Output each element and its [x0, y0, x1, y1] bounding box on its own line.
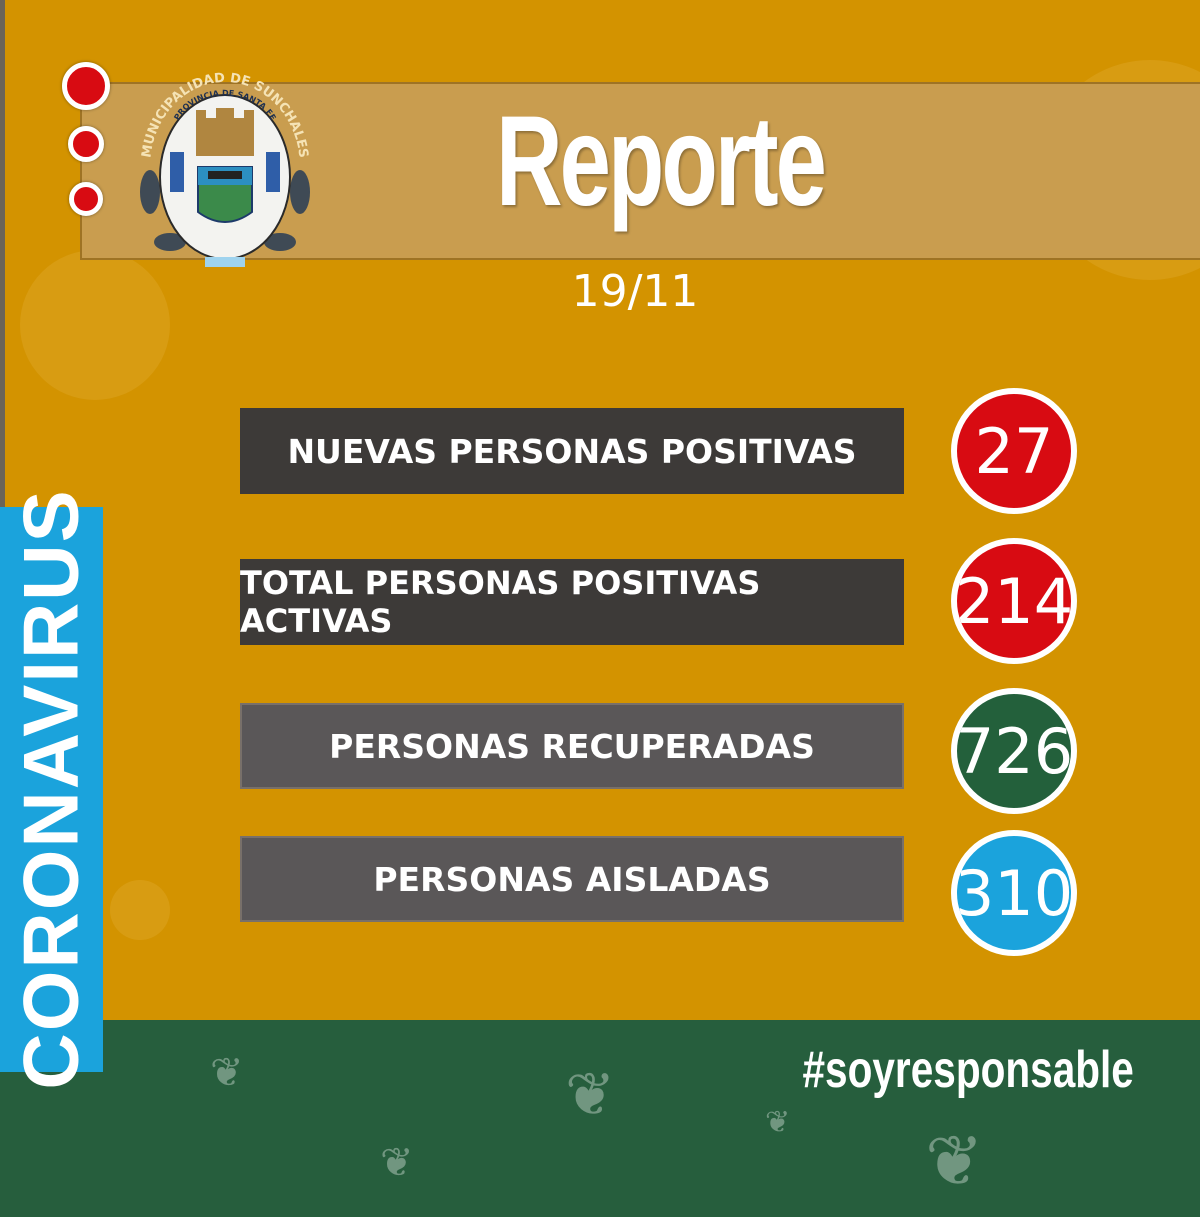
red-dot	[62, 62, 110, 110]
stat-value-new-positives: 27	[951, 388, 1077, 514]
coronavirus-side-banner: CORONAVIRUS	[0, 488, 103, 1090]
leaf-icon: ❦	[380, 1140, 414, 1186]
report-date: 19/11	[571, 266, 699, 317]
stat-label-isolated: PERSONAS AISLADAS	[240, 836, 904, 922]
stat-label-recovered: PERSONAS RECUPERADAS	[240, 703, 904, 789]
stat-label-new-positives: NUEVAS PERSONAS POSITIVAS	[240, 408, 904, 494]
leaf-icon: ❦	[925, 1120, 984, 1202]
leaf-icon: ❦	[210, 1050, 244, 1096]
virus-decoration	[20, 250, 170, 400]
hashtag: #soyresponsable	[802, 1041, 1134, 1099]
stat-label-active-positives: TOTAL PERSONAS POSITIVAS ACTIVAS	[240, 559, 904, 645]
leaf-icon: ❦	[565, 1060, 616, 1130]
stat-value-isolated: 310	[951, 830, 1077, 956]
leaf-icon: ❦	[765, 1105, 791, 1140]
footer-band	[0, 1020, 1200, 1217]
stat-value-recovered: 726	[951, 688, 1077, 814]
virus-decoration	[110, 880, 170, 940]
red-dot	[68, 126, 104, 162]
side-label: CORONAVIRUS	[6, 488, 95, 1090]
municipal-coat-of-arms-logo: MUNICIPALIDAD DE SUNCHALES PROVINCIA DE …	[139, 71, 311, 267]
page-title: Reporte	[496, 90, 827, 233]
red-dot	[69, 182, 103, 216]
stat-value-active-positives: 214	[951, 538, 1077, 664]
